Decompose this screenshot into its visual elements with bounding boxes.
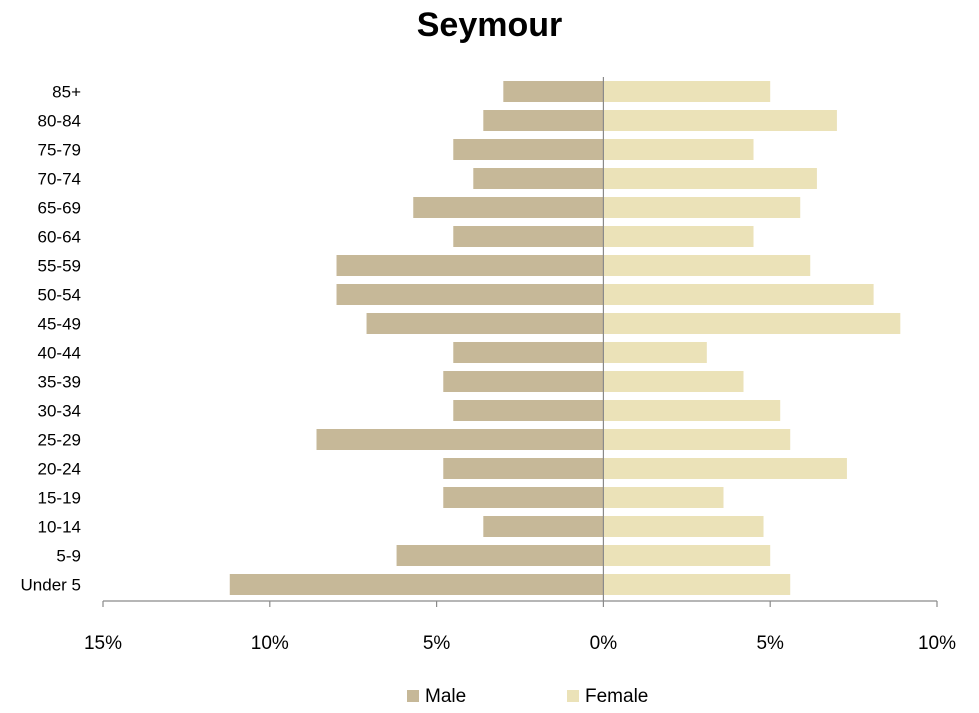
category-label: 75-79 xyxy=(38,141,81,160)
male-bar xyxy=(229,574,604,595)
male-bar xyxy=(453,139,604,160)
female-bar xyxy=(603,168,817,189)
category-label: 5-9 xyxy=(56,547,81,566)
female-bar xyxy=(603,197,801,218)
chart-title: Seymour xyxy=(416,6,563,44)
category-label: 55-59 xyxy=(38,257,81,276)
male-bar xyxy=(443,487,604,508)
male-bar xyxy=(316,429,604,450)
category-label: Under 5 xyxy=(21,576,81,595)
category-label: 60-64 xyxy=(38,228,81,247)
female-bar xyxy=(603,81,771,102)
category-label: 30-34 xyxy=(38,402,81,421)
female-bar xyxy=(603,371,744,392)
x-tick-label: 5% xyxy=(756,633,784,654)
male-bar xyxy=(453,342,604,363)
legend-label-male: Male xyxy=(425,686,466,707)
category-label: 70-74 xyxy=(38,170,81,189)
legend-label-female: Female xyxy=(585,686,648,707)
male-bar xyxy=(483,516,604,537)
male-bar xyxy=(443,458,604,479)
male-bar xyxy=(473,168,604,189)
category-label: 40-44 xyxy=(38,344,81,363)
female-bar xyxy=(603,110,837,131)
male-bar xyxy=(336,284,604,305)
category-label: 65-69 xyxy=(38,199,81,218)
male-bar xyxy=(453,226,604,247)
category-label: 50-54 xyxy=(38,286,81,305)
female-bar xyxy=(603,313,901,334)
axes-layer: 85+ 80-84 75-79 70-74 65-69 60-64 55-59 50-54 45… xyxy=(21,77,956,654)
legend: Male Female xyxy=(407,686,648,707)
female-bar xyxy=(603,429,791,450)
female-bar xyxy=(603,458,847,479)
female-bar xyxy=(603,139,754,160)
legend-swatch-female xyxy=(567,690,579,702)
female-bar xyxy=(603,226,754,247)
female-bar xyxy=(603,516,764,537)
male-bar xyxy=(443,371,604,392)
male-bar xyxy=(413,197,604,218)
male-bar xyxy=(453,400,604,421)
category-label: 45-49 xyxy=(38,315,81,334)
female-bar xyxy=(603,574,791,595)
category-label: 35-39 xyxy=(38,373,81,392)
x-tick-label: 5% xyxy=(423,633,451,654)
category-label: 20-24 xyxy=(38,460,81,479)
category-label: 80-84 xyxy=(38,112,81,131)
x-tick-label: 10% xyxy=(918,633,956,654)
category-label: 15-19 xyxy=(38,489,81,508)
male-bar xyxy=(366,313,604,334)
bars-layer xyxy=(229,81,901,595)
legend-swatch-male xyxy=(407,690,419,702)
female-bar xyxy=(603,487,724,508)
male-bar xyxy=(503,81,604,102)
male-bar xyxy=(483,110,604,131)
male-bar xyxy=(336,255,604,276)
category-label: 10-14 xyxy=(38,518,81,537)
female-bar xyxy=(603,400,781,421)
female-bar xyxy=(603,255,811,276)
x-tick-label: 0% xyxy=(590,633,618,654)
category-label: 85+ xyxy=(52,83,81,102)
x-tick-label: 15% xyxy=(84,633,122,654)
category-label: 25-29 xyxy=(38,431,81,450)
female-bar xyxy=(603,545,771,566)
x-tick-label: 10% xyxy=(251,633,289,654)
male-bar xyxy=(396,545,604,566)
female-bar xyxy=(603,284,874,305)
female-bar xyxy=(603,342,707,363)
